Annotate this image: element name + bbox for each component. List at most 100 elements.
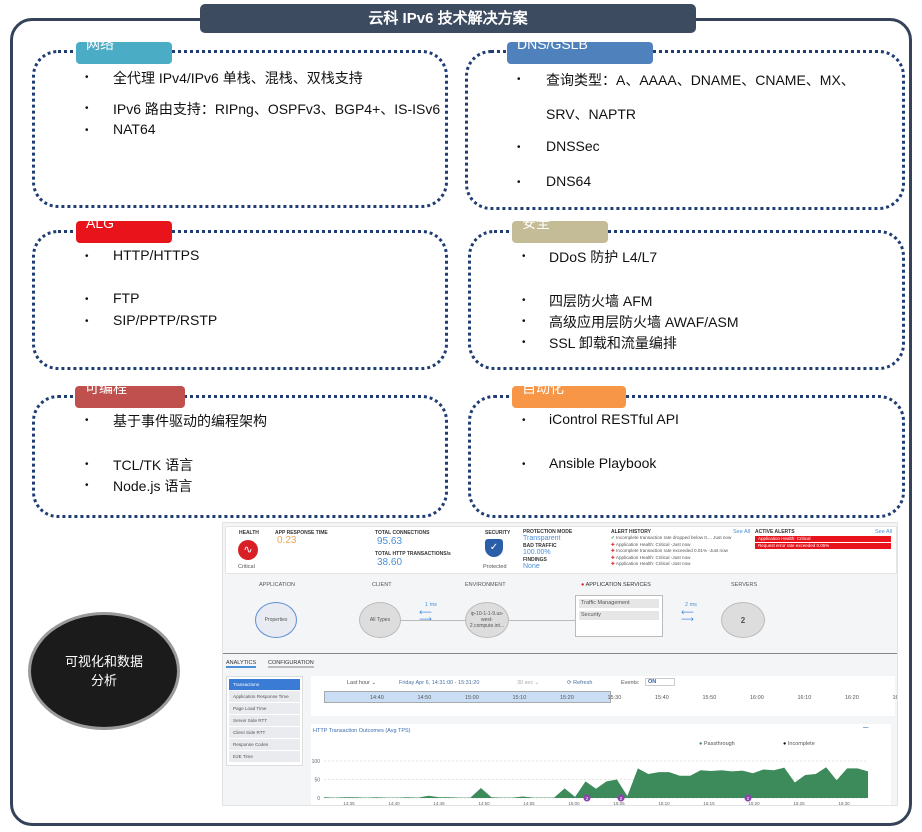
bullet-icon: • [517,142,521,153]
section-network-label: 网络 [76,42,172,64]
protection-mode: Transparent [523,535,561,542]
latency-1: 1 ms [425,602,437,608]
bullet-icon: • [85,415,89,426]
alert-text: Application Health: Critical -Just now [615,561,691,566]
refresh-button[interactable]: ⟳ Refresh [567,680,593,686]
collapse-button[interactable]: — [863,725,869,731]
timeline-tick: 15:30 [607,695,622,701]
http-value: 38.60 [377,557,403,568]
section-network-box [32,50,448,208]
y-tick-label: 0 [317,796,320,802]
section-alg-box [32,230,448,370]
bullet-icon: • [85,72,89,83]
timeline-tick: 16:30 [892,695,898,701]
environment-node[interactable]: ip-10-1-1-9.us-west-2.compute.int... [465,602,509,638]
bullet-icon: • [517,74,521,85]
timeline-selection[interactable] [324,691,611,703]
connections-value: 95.63 [377,536,403,547]
range-dropdown[interactable]: Last hour ⌄ [347,680,377,686]
timeline-tick: 15:20 [560,695,574,701]
legend-incomplete: ● Incomplete [783,741,815,747]
bullet-icon: • [522,251,526,262]
alert-history-item: ✔ Incomplete transaction rate dropped be… [611,535,731,542]
dashboard-screenshot: HEALTH ∿ Critical APP RESPONSE TIME 0.23… [222,522,898,806]
alert-text: Incomplete transaction rate exceeded 0.0… [616,548,728,553]
menu-item[interactable]: E2E Time [229,751,300,762]
health-critical-icon: ∿ [238,540,258,560]
app-services-label: ● APPLICATION SERVICES [581,582,651,588]
protection-mode-label: PROTECTION MODE [523,529,573,535]
event-marker [744,794,752,802]
list-item: DDoS 防护 L4/L7 [549,249,658,265]
section-automation-box [468,395,905,518]
list-item: 全代理 IPv4/IPv6 单栈、混栈、双栈支持 [113,70,363,86]
event-marker [617,794,625,802]
section-security-label: 安全 [512,221,608,243]
bullet-icon: • [522,316,526,327]
y-tick-label: 50 [314,778,320,784]
legend-incomplete-label: Incomplete [787,741,815,747]
bullet-icon: • [85,480,89,491]
menu-item[interactable]: Response Codes [229,739,300,750]
menu-item[interactable]: Transactions [229,679,300,690]
menu-item[interactable]: Page Load Time [229,703,300,714]
tab-configuration[interactable]: CONFIGURATION [268,660,314,668]
health-label: HEALTH [239,530,259,536]
legend-passthrough-label: Passthrough [703,741,735,747]
section-label-text: DNS/GSLB [517,42,588,52]
alert-history-item: ✚ Application Health: Critical -Just now [611,555,731,562]
area-chart: 100 50 0 14:35 14:40 14:45 14:50 14:55 15:00 15:0… [312,759,868,806]
shield-icon: ✓ [485,539,503,557]
events-toggle[interactable]: ON [645,678,675,686]
alert-text: Incomplete transaction rate dropped belo… [616,535,732,540]
timeline-tick: 14:50 [417,695,432,701]
arrows-icon: ⟵ ⟶ [681,607,694,624]
x-tick-label: 15:10 [658,801,670,806]
menu-item[interactable]: Server Side RTT [229,715,300,726]
properties-label: Properties [264,617,288,623]
interval-dropdown[interactable]: 30 sec ⌄ [517,680,540,686]
section-automation-label: 自动化 [512,386,626,408]
x-tick-label: 15:30 [838,801,850,806]
section-label-text: ALG [86,221,115,231]
check-icon: ✔ [611,535,615,540]
flow-application-label: APPLICATION [259,582,295,588]
timeline-tick: 15:00 [465,695,479,701]
properties-node[interactable]: Properties [255,602,297,638]
active-alert-item[interactable]: Application Health: Critical [755,536,891,542]
bullet-icon: • [85,251,89,262]
timeline-tick: 15:10 [512,695,527,701]
menu-item[interactable]: Client Side RTT [229,727,300,738]
events-label: Events: [621,680,640,686]
servers-node[interactable]: 2 [721,602,765,638]
list-item: Node.js 语言 [113,478,193,494]
x-tick-label: 15:20 [748,801,760,806]
arrows-icon: ⟵ ⟶ [419,607,432,624]
active-alerts-see-all[interactable]: See All [875,529,893,535]
active-alert-item[interactable]: Request error rate exceeded 0.05% [755,543,891,549]
bad-traffic: 100.00% [523,549,551,556]
svc-traffic-management[interactable]: Traffic Management [579,599,659,608]
client-node[interactable]: All Types [359,602,401,638]
slide-title: 云科 IPv6 技术解决方案 [200,4,696,33]
svc-security[interactable]: Security [579,611,659,620]
alert-history-item: ✚ Incomplete transaction rate exceeded 0… [611,548,731,555]
timeline-tick: 16:10 [797,695,812,701]
tab-analytics[interactable]: ANALYTICS [226,660,257,668]
series-passthrough-area [324,767,868,798]
alert-icon: ✚ [611,561,615,566]
bad-traffic-label: BAD TRAFFIC [523,543,557,549]
app-response-label: APP RESPONSE TIME [275,530,328,536]
list-item: HTTP/HTTPS [113,247,200,263]
section-security-box [468,230,905,370]
list-item: 高级应用层防火墙 AWAF/ASM [549,314,739,330]
security-status: Protected [483,564,507,570]
connections-label: TOTAL CONNECTIONS [375,530,430,536]
alert-history-see-all[interactable]: See All [733,529,751,535]
menu-item[interactable]: Application Response Time [229,691,300,702]
timeline-tick: 15:40 [655,695,669,701]
x-tick-label: 15:15 [703,801,715,806]
findings-label: FINDINGS [523,557,547,563]
alert-history-label: ALERT HISTORY [611,529,652,535]
event-marker-label: 2 [586,796,589,801]
